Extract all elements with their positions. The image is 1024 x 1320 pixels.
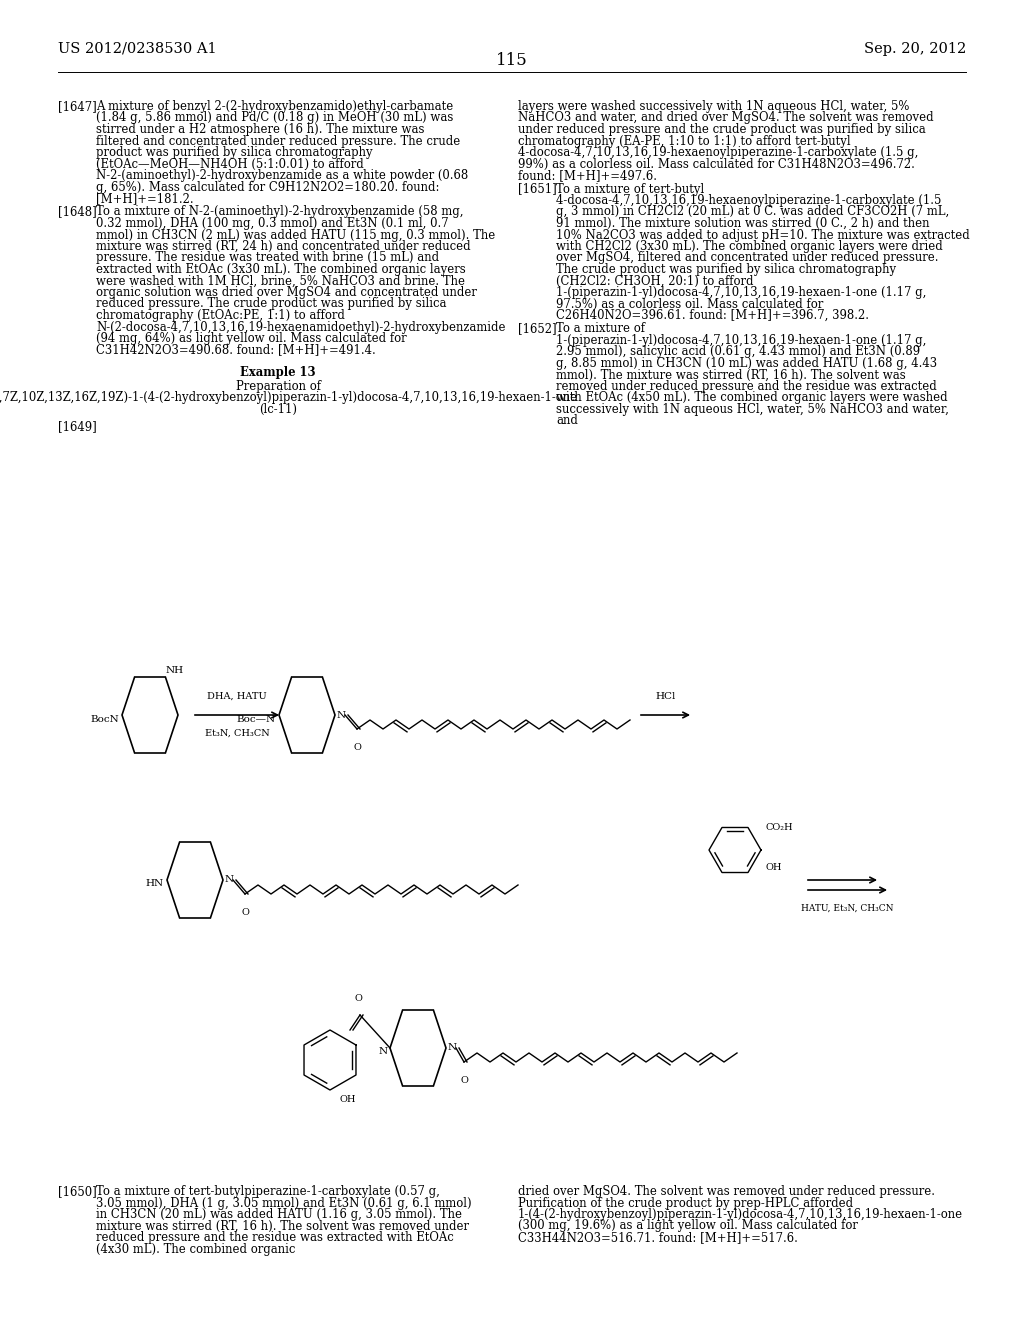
Text: g, 8.85 mmol) in CH3CN (10 mL) was added HATU (1.68 g, 4.43: g, 8.85 mmol) in CH3CN (10 mL) was added… [556, 356, 937, 370]
Text: filtered and concentrated under reduced pressure. The crude: filtered and concentrated under reduced … [96, 135, 460, 148]
Text: under reduced pressure and the crude product was purified by silica: under reduced pressure and the crude pro… [518, 123, 926, 136]
Text: Preparation of: Preparation of [236, 380, 321, 393]
Text: [1647]: [1647] [58, 100, 96, 114]
Text: 1-(piperazin-1-yl)docosa-4,7,10,13,16,19-hexaen-1-one (1.17 g,: 1-(piperazin-1-yl)docosa-4,7,10,13,16,19… [556, 286, 927, 300]
Text: N: N [225, 875, 234, 884]
Text: O: O [354, 994, 361, 1003]
Text: 1-(piperazin-1-yl)docosa-4,7,10,13,16,19-hexaen-1-one (1.17 g,: 1-(piperazin-1-yl)docosa-4,7,10,13,16,19… [556, 334, 927, 347]
Text: and: and [556, 414, 578, 428]
Text: To a mixture of tert-butyl: To a mixture of tert-butyl [556, 182, 705, 195]
Text: g, 65%). Mass calculated for C9H12N2O2=180.20. found:: g, 65%). Mass calculated for C9H12N2O2=1… [96, 181, 439, 194]
Text: in CH3CN (20 mL) was added HATU (1.16 g, 3.05 mmol). The: in CH3CN (20 mL) was added HATU (1.16 g,… [96, 1208, 462, 1221]
Text: dried over MgSO4. The solvent was removed under reduced pressure.: dried over MgSO4. The solvent was remove… [518, 1185, 935, 1199]
Text: found: [M+H]+=497.6.: found: [M+H]+=497.6. [518, 169, 657, 182]
Text: chromatography (EA-PE, 1:10 to 1:1) to afford tert-butyl: chromatography (EA-PE, 1:10 to 1:1) to a… [518, 135, 851, 148]
Text: To a mixture of N-2-(aminoethyl)-2-hydroxybenzamide (58 mg,: To a mixture of N-2-(aminoethyl)-2-hydro… [96, 206, 464, 219]
Text: N: N [449, 1044, 457, 1052]
Text: successively with 1N aqueous HCl, water, 5% NaHCO3 and water,: successively with 1N aqueous HCl, water,… [556, 403, 949, 416]
Text: OH: OH [765, 863, 781, 873]
Text: C33H44N2O3=516.71. found: [M+H]+=517.6.: C33H44N2O3=516.71. found: [M+H]+=517.6. [518, 1232, 798, 1243]
Text: To a mixture of: To a mixture of [556, 322, 645, 335]
Text: A mixture of benzyl 2-(2-hydroxybenzamido)ethyl-carbamate: A mixture of benzyl 2-(2-hydroxybenzamid… [96, 100, 454, 114]
Text: NH: NH [166, 667, 184, 675]
Text: The crude product was purified by silica chromatography: The crude product was purified by silica… [556, 263, 896, 276]
Text: stirred under a H2 atmosphere (16 h). The mixture was: stirred under a H2 atmosphere (16 h). Th… [96, 123, 425, 136]
Text: (1.84 g, 5.86 mmol) and Pd/C (0.18 g) in MeOH (30 mL) was: (1.84 g, 5.86 mmol) and Pd/C (0.18 g) in… [96, 111, 454, 124]
Text: removed under reduced pressure and the residue was extracted: removed under reduced pressure and the r… [556, 380, 937, 393]
Text: [1649]: [1649] [58, 420, 96, 433]
Text: 115: 115 [496, 51, 528, 69]
Text: N: N [337, 710, 346, 719]
Text: [M+H]+=181.2.: [M+H]+=181.2. [96, 191, 194, 205]
Text: DHA, HATU: DHA, HATU [207, 692, 267, 701]
Text: 1-(4-(2-hydroxybenzoyl)piperazin-1-yl)docosa-4,7,10,13,16,19-hexaen-1-one: 1-(4-(2-hydroxybenzoyl)piperazin-1-yl)do… [518, 1208, 964, 1221]
Text: Et₃N, CH₃CN: Et₃N, CH₃CN [205, 729, 269, 738]
Text: layers were washed successively with 1N aqueous HCl, water, 5%: layers were washed successively with 1N … [518, 100, 909, 114]
Text: were washed with 1M HCl, brine, 5% NaHCO3 and brine. The: were washed with 1M HCl, brine, 5% NaHCO… [96, 275, 465, 288]
Text: N-(2-docosa-4,7,10,13,16,19-hexaenamidoethyl)-2-hydroxybenzamide: N-(2-docosa-4,7,10,13,16,19-hexaenamidoe… [96, 321, 506, 334]
Text: pressure. The residue was treated with brine (15 mL) and: pressure. The residue was treated with b… [96, 252, 439, 264]
Text: C31H42N2O3=490.68. found: [M+H]+=491.4.: C31H42N2O3=490.68. found: [M+H]+=491.4. [96, 343, 376, 356]
Text: mmol). The mixture was stirred (RT, 16 h). The solvent was: mmol). The mixture was stirred (RT, 16 h… [556, 368, 906, 381]
Text: organic solution was dried over MgSO4 and concentrated under: organic solution was dried over MgSO4 an… [96, 286, 477, 300]
Text: N-2-(aminoethyl)-2-hydroxybenzamide as a white powder (0.68: N-2-(aminoethyl)-2-hydroxybenzamide as a… [96, 169, 468, 182]
Text: (CH2Cl2: CH3OH, 20:1) to afford: (CH2Cl2: CH3OH, 20:1) to afford [556, 275, 754, 288]
Text: 97.5%) as a colorless oil. Mass calculated for: 97.5%) as a colorless oil. Mass calculat… [556, 297, 823, 310]
Text: 4-docosa-4,7,10,13,16,19-hexaenoylpiperazine-1-carboxylate (1.5: 4-docosa-4,7,10,13,16,19-hexaenoylpipera… [556, 194, 941, 207]
Text: reduced pressure. The crude product was purified by silica: reduced pressure. The crude product was … [96, 297, 446, 310]
Text: N: N [379, 1048, 388, 1056]
Text: HCl: HCl [655, 692, 676, 701]
Text: O: O [353, 743, 360, 752]
Text: mixture was stirred (RT, 16 h). The solvent was removed under: mixture was stirred (RT, 16 h). The solv… [96, 1220, 469, 1233]
Text: (4x30 mL). The combined organic: (4x30 mL). The combined organic [96, 1242, 295, 1255]
Text: OH: OH [340, 1096, 356, 1104]
Text: extracted with EtOAc (3x30 mL). The combined organic layers: extracted with EtOAc (3x30 mL). The comb… [96, 263, 466, 276]
Text: 99%) as a colorless oil. Mass calculated for C31H48N2O3=496.72.: 99%) as a colorless oil. Mass calculated… [518, 157, 914, 170]
Text: 91 mmol). The mixture solution was stirred (0 C., 2 h) and then: 91 mmol). The mixture solution was stirr… [556, 216, 930, 230]
Text: Example 13: Example 13 [241, 366, 315, 379]
Text: O: O [241, 908, 249, 917]
Text: with CH2Cl2 (3x30 mL). The combined organic layers were dried: with CH2Cl2 (3x30 mL). The combined orga… [556, 240, 943, 253]
Text: 3.05 mmol), DHA (1 g, 3.05 mmol) and Et3N (0.61 g, 6.1 mmol): 3.05 mmol), DHA (1 g, 3.05 mmol) and Et3… [96, 1196, 472, 1209]
Text: (lc-11): (lc-11) [259, 403, 297, 416]
Text: (EtOAc—MeOH—NH4OH (5:1:0.01) to afford: (EtOAc—MeOH—NH4OH (5:1:0.01) to afford [96, 157, 364, 170]
Text: C26H40N2O=396.61. found: [M+H]+=396.7, 398.2.: C26H40N2O=396.61. found: [M+H]+=396.7, 3… [556, 309, 869, 322]
Text: BocN: BocN [90, 714, 119, 723]
Text: reduced pressure and the residue was extracted with EtOAc: reduced pressure and the residue was ext… [96, 1232, 454, 1243]
Text: Purification of the crude product by prep-HPLC afforded: Purification of the crude product by pre… [518, 1196, 853, 1209]
Text: HN: HN [145, 879, 164, 888]
Text: product was purified by silica chromatography: product was purified by silica chromatog… [96, 147, 373, 158]
Text: Sep. 20, 2012: Sep. 20, 2012 [864, 42, 966, 55]
Text: CO₂H: CO₂H [765, 824, 793, 833]
Text: 2.95 mmol), salicylic acid (0.61 g, 4.43 mmol) and Et3N (0.89: 2.95 mmol), salicylic acid (0.61 g, 4.43… [556, 346, 921, 359]
Text: [1648]: [1648] [58, 206, 96, 219]
Text: chromatography (EtOAc:PE, 1:1) to afford: chromatography (EtOAc:PE, 1:1) to afford [96, 309, 345, 322]
Text: US 2012/0238530 A1: US 2012/0238530 A1 [58, 42, 217, 55]
Text: g, 3 mmol) in CH2Cl2 (20 mL) at 0 C. was added CF3CO2H (7 mL,: g, 3 mmol) in CH2Cl2 (20 mL) at 0 C. was… [556, 206, 949, 219]
Text: O: O [460, 1076, 468, 1085]
Text: [1652]: [1652] [518, 322, 557, 335]
Text: (94 mg, 64%) as light yellow oil. Mass calculated for: (94 mg, 64%) as light yellow oil. Mass c… [96, 333, 407, 345]
Text: NaHCO3 and water, and dried over MgSO4. The solvent was removed: NaHCO3 and water, and dried over MgSO4. … [518, 111, 934, 124]
Text: HATU, Et₃N, CH₃CN: HATU, Et₃N, CH₃CN [801, 904, 894, 913]
Text: (300 mg, 19.6%) as a light yellow oil. Mass calculated for: (300 mg, 19.6%) as a light yellow oil. M… [518, 1220, 858, 1233]
Text: Boc—N: Boc—N [237, 714, 276, 723]
Text: (4Z,7Z,10Z,13Z,16Z,19Z)-1-(4-(2-hydroxybenzoyl)piperazin-1-yl)docosa-4,7,10,13,1: (4Z,7Z,10Z,13Z,16Z,19Z)-1-(4-(2-hydroxyb… [0, 391, 578, 404]
Text: with EtOAc (4x50 mL). The combined organic layers were washed: with EtOAc (4x50 mL). The combined organ… [556, 392, 947, 404]
Text: mixture was stirred (RT, 24 h) and concentrated under reduced: mixture was stirred (RT, 24 h) and conce… [96, 240, 471, 253]
Text: 0.32 mmol), DHA (100 mg, 0.3 mmol) and Et3N (0.1 ml, 0.7: 0.32 mmol), DHA (100 mg, 0.3 mmol) and E… [96, 216, 449, 230]
Text: [1651]: [1651] [518, 182, 557, 195]
Text: 10% Na2CO3 was added to adjust pH=10. The mixture was extracted: 10% Na2CO3 was added to adjust pH=10. Th… [556, 228, 970, 242]
Text: over MgSO4, filtered and concentrated under reduced pressure.: over MgSO4, filtered and concentrated un… [556, 252, 939, 264]
Text: 4-docosa-4,7,10,13,16,19-hexaenoylpiperazine-1-carboxylate (1.5 g,: 4-docosa-4,7,10,13,16,19-hexaenoylpipera… [518, 147, 919, 158]
Text: mmol) in CH3CN (2 mL) was added HATU (115 mg, 0.3 mmol). The: mmol) in CH3CN (2 mL) was added HATU (11… [96, 228, 496, 242]
Text: [1650]: [1650] [58, 1185, 96, 1199]
Text: To a mixture of tert-butylpiperazine-1-carboxylate (0.57 g,: To a mixture of tert-butylpiperazine-1-c… [96, 1185, 440, 1199]
